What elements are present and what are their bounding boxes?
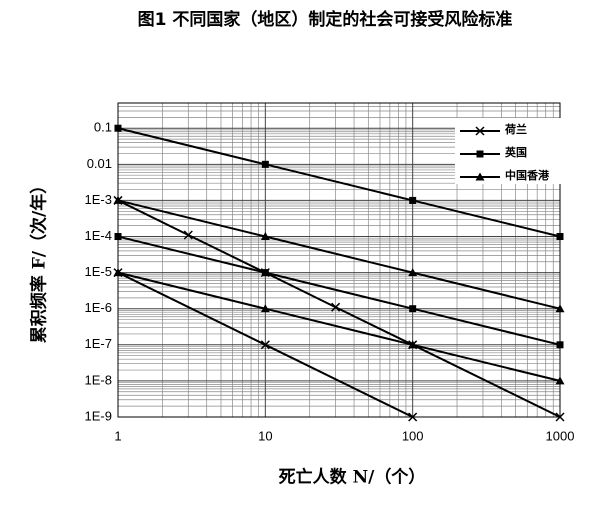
y-tick-label: 1E-8	[85, 372, 112, 387]
x-tick-label: 100	[402, 428, 424, 443]
legend-label: 英国	[504, 145, 527, 159]
marker	[331, 302, 341, 312]
marker	[408, 268, 418, 277]
chart-title: 图1 不同国家（地区）制定的社会可接受风险标准	[138, 9, 513, 30]
y-tick-label: 1E-7	[85, 336, 112, 351]
marker	[183, 230, 193, 240]
marker	[260, 304, 270, 313]
marker	[408, 412, 418, 422]
marker	[261, 269, 269, 277]
x-tick-label: 1000	[546, 428, 575, 443]
marker	[114, 233, 122, 241]
legend-label: 荷兰	[504, 122, 527, 136]
marker	[408, 340, 418, 349]
marker	[113, 195, 123, 204]
y-tick-label: 0.01	[87, 156, 112, 171]
legend-marker	[476, 150, 484, 158]
marker	[260, 232, 270, 241]
y-tick-label: 1E-3	[85, 192, 112, 207]
legend-label: 中国香港	[505, 168, 550, 182]
y-tick-label: 1E-6	[85, 300, 112, 315]
y-tick-label: 0.1	[94, 120, 112, 135]
legend-marker	[475, 172, 485, 181]
marker	[555, 376, 565, 385]
marker	[114, 124, 122, 132]
y-axis-label: 累积频率 F/（次/年）	[29, 177, 50, 343]
marker	[556, 233, 564, 241]
marker	[555, 304, 565, 313]
x-axis-label: 死亡人数 N/（个）	[279, 467, 426, 488]
x-tick-label: 10	[258, 428, 272, 443]
marker	[261, 160, 269, 168]
series-line	[117, 127, 561, 346]
marker	[260, 340, 270, 350]
marker	[556, 341, 564, 349]
marker	[113, 268, 123, 277]
legend-box	[455, 118, 561, 184]
marker	[409, 305, 417, 313]
y-tick-label: 1E-9	[85, 408, 112, 423]
y-tick-label: 1E-5	[85, 264, 112, 279]
marker	[555, 412, 565, 422]
legend-marker	[475, 126, 485, 136]
y-tick-label: 1E-4	[85, 228, 112, 243]
series-line	[117, 199, 561, 382]
plot-frame	[117, 102, 561, 418]
marker	[409, 196, 417, 204]
x-tick-label: 1	[114, 428, 121, 443]
